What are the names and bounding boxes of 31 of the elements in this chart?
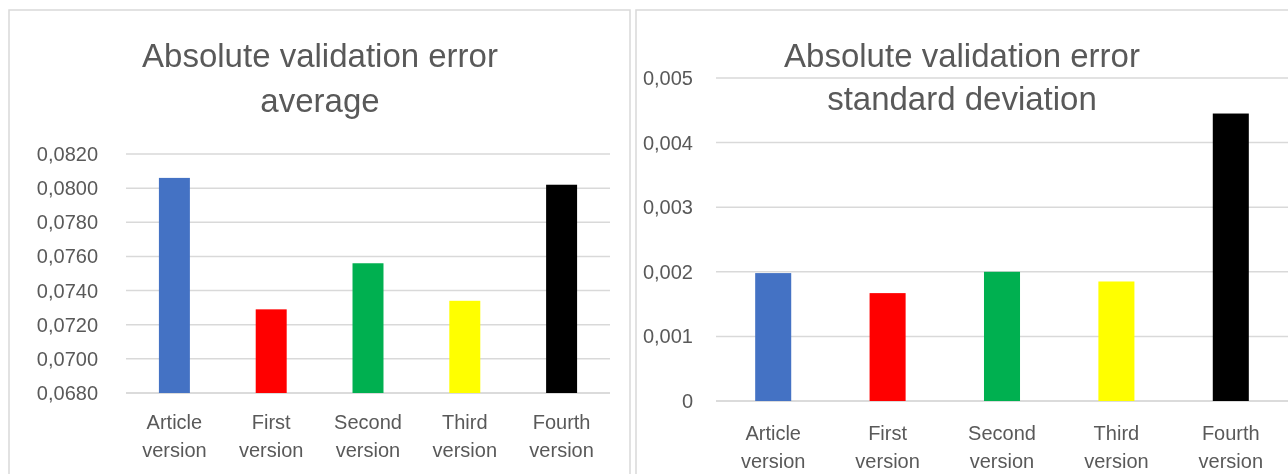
x-tick-label: Fourth version bbox=[529, 411, 594, 461]
bar bbox=[1212, 113, 1249, 401]
x-tick-label: Article version bbox=[142, 411, 207, 461]
y-tick-label: 0,0760 bbox=[36, 245, 98, 268]
y-tick-label: 0 bbox=[681, 390, 693, 412]
chart-title: Absolute validation error average bbox=[142, 36, 498, 119]
y-tick-label: 0,002 bbox=[642, 260, 693, 283]
y-tick-label: 0,001 bbox=[642, 325, 693, 348]
chart-title: Absolute validation error standard deviation bbox=[784, 36, 1140, 117]
y-tick-label: 0,0780 bbox=[36, 211, 98, 234]
y-tick-label: 0,005 bbox=[642, 67, 693, 89]
y-tick-label: 0,0700 bbox=[36, 347, 98, 370]
bar bbox=[869, 293, 906, 401]
y-tick-label: 0,004 bbox=[642, 131, 693, 154]
y-tick-label: 0,0740 bbox=[36, 279, 98, 302]
x-tick-label: First version bbox=[238, 411, 304, 461]
y-tick-label: 0,0720 bbox=[36, 313, 98, 336]
bar bbox=[755, 273, 792, 401]
y-tick-label: 0,0800 bbox=[36, 177, 98, 200]
bar bbox=[983, 271, 1021, 401]
x-tick-label: Third version bbox=[1084, 422, 1149, 472]
y-tick-label: 0,0820 bbox=[36, 143, 98, 165]
x-tick-label: First version bbox=[855, 422, 920, 472]
bar bbox=[1098, 281, 1135, 401]
x-tick-label: Second version bbox=[334, 411, 402, 461]
x-tick-label: Second version bbox=[968, 422, 1036, 472]
x-tick-label: Third version bbox=[432, 411, 498, 461]
y-tick-label: 0,003 bbox=[642, 196, 693, 219]
x-tick-label: Article version bbox=[740, 422, 806, 472]
x-tick-label: Fourth version bbox=[1198, 422, 1264, 472]
y-tick-label: 0,0680 bbox=[36, 382, 98, 404]
